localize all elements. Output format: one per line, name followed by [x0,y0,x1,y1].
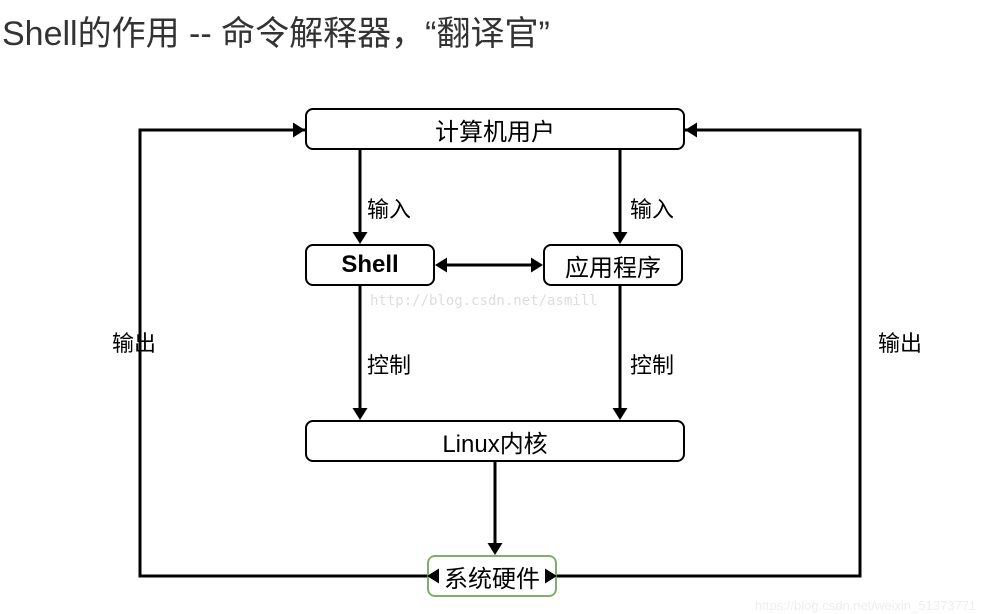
node-kernel: Linux内核 [305,420,685,462]
label-input2: 输入 [630,192,674,224]
label-control2: 控制 [630,348,674,380]
watermark-1: http://blog.csdn.net/asmill [370,293,598,309]
node-shell: Shell [305,244,435,286]
node-user: 计算机用户 [305,108,685,150]
label-control1: 控制 [367,348,411,380]
page-title: Shell的作用 -- 命令解释器，“翻译官” [2,6,550,55]
node-hardware-label: 系统硬件 [444,559,540,594]
label-input1: 输入 [367,192,411,224]
node-shell-label: Shell [341,251,398,279]
node-hardware: 系统硬件 [427,555,557,597]
node-user-label: 计算机用户 [435,112,555,147]
label-output2: 输出 [878,326,922,358]
watermark-2: https://blog.csdn.net/weixin_51373771 [755,598,976,613]
node-kernel-label: Linux内核 [442,424,547,459]
node-app-label: 应用程序 [565,248,661,283]
label-output1: 输出 [112,326,156,358]
node-app: 应用程序 [543,244,683,286]
